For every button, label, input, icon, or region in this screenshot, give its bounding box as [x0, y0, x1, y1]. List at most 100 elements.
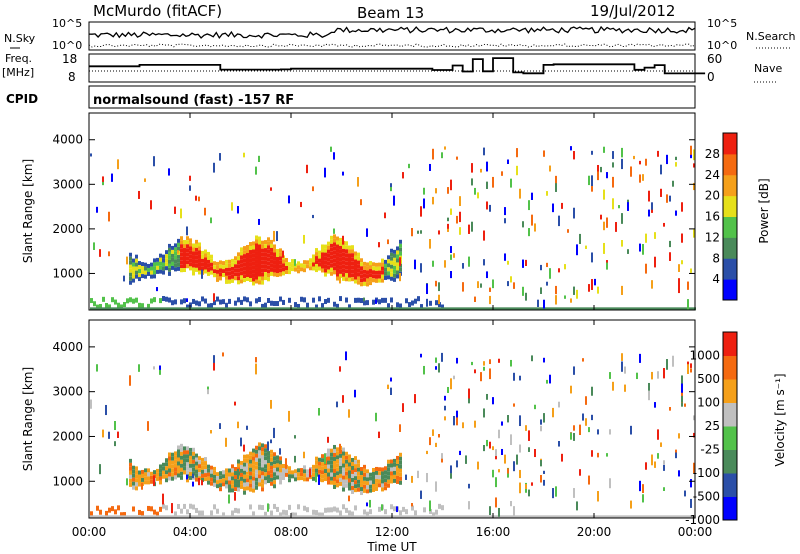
data-cell — [285, 510, 288, 516]
data-cell — [222, 478, 225, 483]
data-cell — [267, 269, 270, 274]
data-cell — [438, 302, 441, 308]
data-cell — [579, 233, 581, 245]
data-cell — [360, 262, 363, 267]
data-cell — [327, 464, 330, 469]
data-cell — [267, 241, 270, 246]
data-cell — [207, 468, 210, 473]
data-cell — [228, 275, 231, 280]
data-cell — [663, 222, 665, 227]
data-cell — [396, 246, 399, 251]
data-cell — [318, 461, 321, 466]
data-cell — [210, 469, 213, 474]
data-cell — [294, 259, 296, 266]
data-cell — [201, 473, 204, 478]
data-cell — [150, 200, 152, 210]
data-cell — [402, 172, 404, 179]
data-cell — [264, 468, 267, 473]
data-cell — [351, 249, 354, 254]
data-cell — [369, 476, 372, 481]
data-cell — [255, 275, 258, 280]
data-cell — [384, 466, 387, 471]
data-cell — [132, 274, 135, 279]
data-cell — [261, 455, 264, 460]
data-cell — [381, 475, 384, 480]
data-cell — [681, 233, 683, 243]
data-cell — [156, 269, 159, 274]
data-cell — [288, 297, 291, 303]
data-cell — [510, 276, 512, 283]
data-cell — [525, 307, 528, 311]
data-cell — [423, 198, 425, 209]
data-cell — [189, 246, 192, 251]
data-cell — [489, 287, 491, 292]
data-cell — [126, 307, 129, 311]
data-cell — [585, 396, 587, 405]
data-cell — [270, 481, 273, 486]
data-cell — [342, 475, 345, 480]
data-cell — [267, 475, 270, 480]
data-cell — [279, 456, 282, 461]
data-cell — [249, 242, 252, 247]
data-cell — [333, 506, 336, 512]
data-cell — [342, 459, 345, 464]
data-cell — [450, 465, 452, 474]
data-cell — [144, 472, 147, 477]
data-cell — [486, 181, 488, 189]
data-cell — [270, 477, 273, 482]
data-cell — [261, 240, 264, 245]
data-cell — [483, 515, 486, 519]
data-cell — [240, 515, 243, 519]
data-cell — [342, 467, 345, 472]
data-cell — [648, 190, 650, 202]
data-cell — [576, 307, 579, 311]
data-cell — [588, 515, 591, 519]
data-cell — [573, 307, 576, 311]
data-cell — [546, 262, 548, 268]
data-cell — [612, 162, 614, 168]
data-cell — [648, 209, 650, 217]
data-cell — [522, 307, 525, 311]
data-cell — [468, 388, 470, 399]
data-cell — [165, 462, 168, 467]
data-cell — [195, 259, 198, 264]
data-cell — [534, 515, 537, 519]
data-cell — [177, 238, 180, 243]
data-cell — [375, 474, 378, 479]
data-cell — [621, 353, 623, 361]
data-cell — [543, 515, 546, 519]
data-cell — [171, 452, 174, 457]
data-cell — [348, 458, 351, 463]
data-cell — [219, 299, 222, 305]
data-cell — [327, 460, 330, 465]
data-cell — [447, 515, 450, 519]
data-cell — [225, 468, 228, 473]
data-cell — [390, 256, 393, 261]
data-cell — [678, 264, 680, 272]
data-cell — [237, 515, 240, 519]
data-cell — [378, 506, 381, 512]
data-cell — [234, 487, 237, 492]
data-cell — [615, 307, 618, 311]
data-cell — [261, 467, 264, 472]
data-cell — [375, 482, 378, 487]
data-cell — [99, 249, 101, 257]
data-cell — [525, 515, 528, 519]
data-cell — [558, 401, 560, 408]
data-cell — [162, 503, 165, 509]
data-cell — [291, 307, 294, 311]
data-cell — [276, 231, 278, 242]
data-cell — [180, 256, 183, 261]
data-cell — [390, 471, 393, 476]
data-cell — [243, 307, 246, 311]
data-cell — [357, 471, 360, 476]
data-cell — [255, 449, 258, 454]
data-cell — [624, 515, 627, 519]
data-cell — [507, 307, 510, 311]
data-cell — [597, 164, 599, 173]
data-cell — [210, 254, 213, 259]
data-cell — [174, 511, 177, 517]
data-cell — [690, 498, 692, 508]
data-cell — [258, 276, 261, 281]
data-cell — [279, 512, 282, 518]
